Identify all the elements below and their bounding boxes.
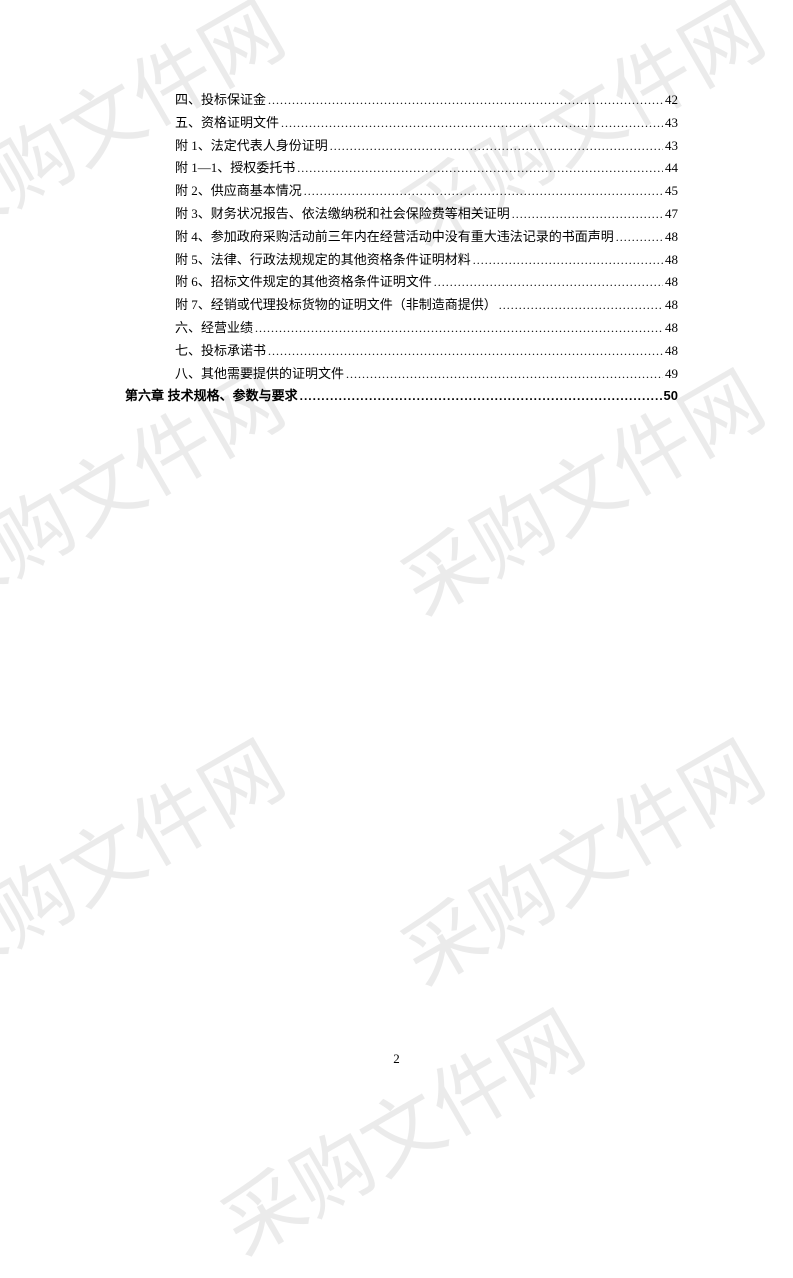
toc-page: 43 [665, 113, 678, 134]
toc-label: 五、资格证明文件 [175, 113, 279, 134]
toc-dots [473, 250, 663, 271]
toc-page: 48 [665, 250, 678, 271]
toc-dots [499, 295, 663, 316]
toc-entry: 四、投标保证金 42 [175, 90, 678, 111]
toc-entry: 第六章 技术规格、参数与要求50 [175, 386, 678, 407]
toc-page: 48 [665, 318, 678, 339]
toc-dots [434, 272, 663, 293]
toc-dots [268, 90, 663, 111]
toc-label: 附 2、供应商基本情况 [175, 181, 302, 202]
watermark: 采购文件网 [0, 708, 302, 1008]
toc-page: 42 [665, 90, 678, 111]
toc-entry: 附 5、法律、行政法规规定的其他资格条件证明材料 48 [175, 250, 678, 271]
toc-label: 附 7、经销或代理投标货物的证明文件（非制造商提供） [175, 295, 497, 316]
toc-entry: 附 6、招标文件规定的其他资格条件证明文件 48 [175, 272, 678, 293]
toc-dots [330, 136, 663, 157]
toc-label: 六、经营业绩 [175, 318, 253, 339]
toc-dots [304, 181, 663, 202]
toc-label: 附 6、招标文件规定的其他资格条件证明文件 [175, 272, 432, 293]
toc-label: 附 4、参加政府采购活动前三年内在经营活动中没有重大违法记录的书面声明 [175, 227, 614, 248]
toc-entry: 附 4、参加政府采购活动前三年内在经营活动中没有重大违法记录的书面声明 48 [175, 227, 678, 248]
page-number: 2 [0, 1051, 793, 1067]
watermark: 采购文件网 [198, 978, 602, 1278]
toc-page: 48 [665, 227, 678, 248]
toc-label: 附 3、财务状况报告、依法缴纳税和社会保险费等相关证明 [175, 204, 510, 225]
toc-dots [512, 204, 663, 225]
toc-dots [297, 158, 663, 179]
toc-page: 45 [665, 181, 678, 202]
toc-entry: 八、其他需要提供的证明文件 49 [175, 364, 678, 385]
toc-entry: 附 2、供应商基本情况 45 [175, 181, 678, 202]
toc-dots [346, 364, 663, 385]
toc-label: 第六章 技术规格、参数与要求 [125, 386, 298, 407]
toc-entry: 五、资格证明文件 43 [175, 113, 678, 134]
toc-page: 43 [665, 136, 678, 157]
toc-page: 44 [665, 158, 678, 179]
toc-label: 七、投标承诺书 [175, 341, 266, 362]
toc-entry: 六、经营业绩 48 [175, 318, 678, 339]
toc-dots [268, 341, 663, 362]
toc-label: 四、投标保证金 [175, 90, 266, 111]
toc-entry: 七、投标承诺书 48 [175, 341, 678, 362]
toc-page: 48 [665, 295, 678, 316]
toc-label: 八、其他需要提供的证明文件 [175, 364, 344, 385]
toc-dots [300, 386, 662, 407]
watermark: 采购文件网 [378, 708, 782, 1008]
toc-dots [281, 113, 663, 134]
toc-dots [616, 227, 663, 248]
toc-label: 附 5、法律、行政法规规定的其他资格条件证明材料 [175, 250, 471, 271]
toc-content: 四、投标保证金42五、资格证明文件43附 1、法定代表人身份证明43附 1—1、… [0, 0, 793, 407]
toc-entry: 附 1、法定代表人身份证明 43 [175, 136, 678, 157]
toc-label: 附 1—1、授权委托书 [175, 158, 295, 179]
toc-entry: 附 3、财务状况报告、依法缴纳税和社会保险费等相关证明 47 [175, 204, 678, 225]
toc-page: 49 [665, 364, 678, 385]
toc-page: 47 [665, 204, 678, 225]
toc-page: 48 [665, 341, 678, 362]
toc-entry: 附 1—1、授权委托书 44 [175, 158, 678, 179]
toc-page: 48 [665, 272, 678, 293]
toc-label: 附 1、法定代表人身份证明 [175, 136, 328, 157]
toc-entry: 附 7、经销或代理投标货物的证明文件（非制造商提供） 48 [175, 295, 678, 316]
toc-page: 50 [664, 386, 678, 407]
toc-dots [255, 318, 663, 339]
